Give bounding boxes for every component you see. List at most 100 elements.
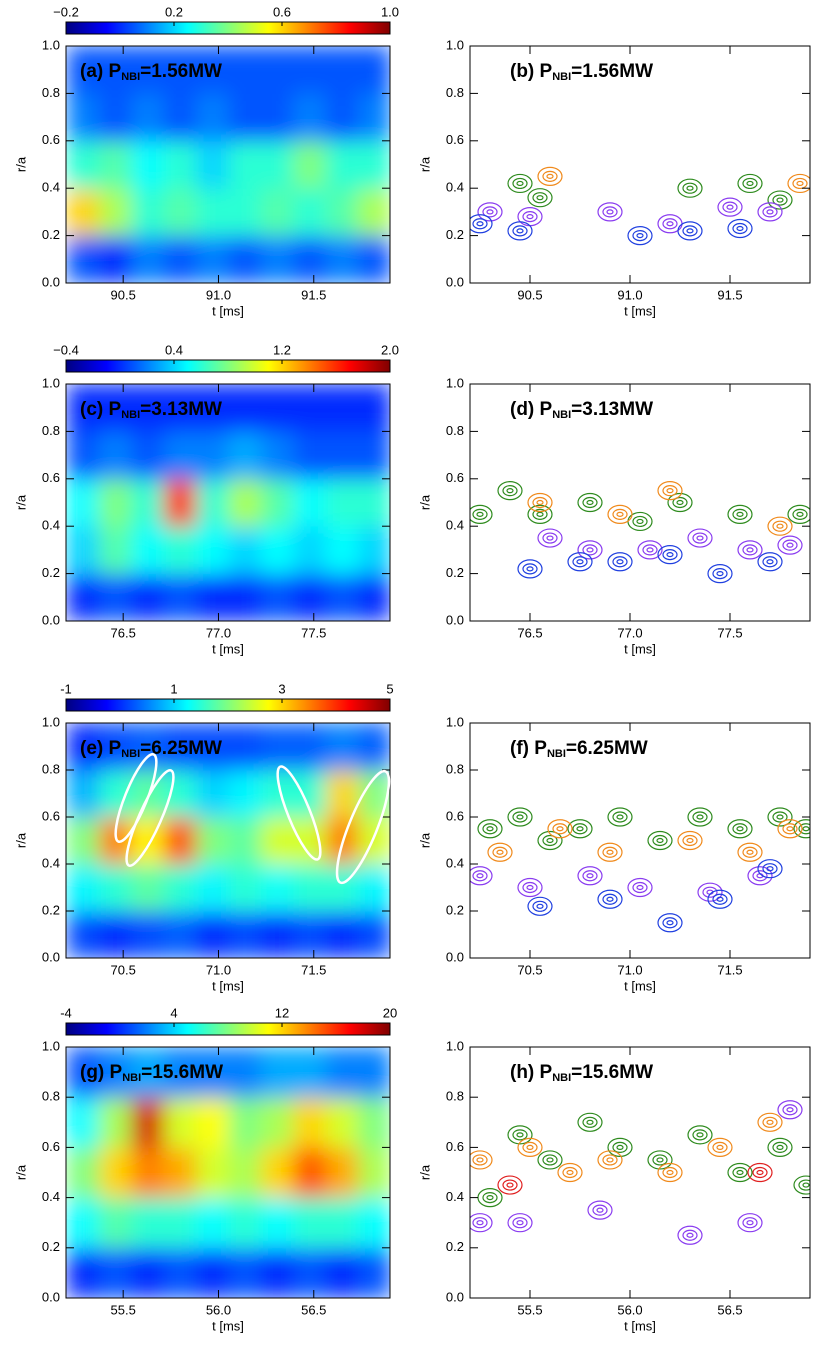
contour-line	[766, 1119, 774, 1125]
heatmap-cell	[228, 430, 262, 480]
contour	[667, 492, 693, 513]
contour	[537, 1150, 563, 1170]
contour-line	[772, 194, 788, 206]
contour-line	[486, 209, 494, 215]
colorbar-tick-label: 2.0	[381, 342, 399, 357]
heatmap-cell	[131, 430, 165, 480]
contour-line	[662, 549, 678, 561]
heatmap-cell	[66, 1096, 100, 1148]
heatmap-cell	[98, 478, 133, 527]
heatmap-cell	[325, 723, 360, 771]
contour	[470, 1213, 493, 1233]
heatmap-cell	[228, 187, 262, 237]
contour-line	[522, 1141, 538, 1154]
x-tick-label: 55.5	[111, 1302, 136, 1317]
heatmap-cell	[358, 187, 390, 237]
contour-line	[507, 807, 533, 827]
heatmap-cell	[163, 769, 198, 818]
heatmap-cell	[66, 1047, 100, 1098]
y-tick-label: 0.2	[446, 1239, 464, 1254]
panel-title-part: (c) P	[80, 399, 122, 420]
contour	[557, 1162, 583, 1183]
heatmap-cell	[293, 1146, 327, 1199]
heatmap-cell	[358, 1197, 390, 1249]
heatmap-cell	[66, 430, 100, 480]
colorbar	[65, 359, 391, 373]
panel-title-part: NBI	[121, 71, 140, 83]
contour-line	[632, 881, 648, 894]
y-tick-label: 0.0	[42, 1289, 60, 1304]
contour-line	[787, 504, 810, 524]
panel-title-part: =1.56MW	[140, 61, 222, 82]
contour-line	[696, 535, 704, 541]
contour-line	[757, 552, 783, 572]
contour-line	[537, 166, 563, 186]
heatmap-cell	[98, 235, 133, 283]
x-tick-label: 77.0	[206, 625, 231, 640]
contour-line	[782, 1104, 798, 1116]
contour	[507, 1125, 533, 1145]
panel-title-part: NBI	[552, 409, 571, 421]
contour-line	[602, 1154, 618, 1166]
heatmap-cell	[163, 1146, 198, 1199]
contour-line	[776, 523, 784, 529]
heatmap-cell	[163, 525, 198, 575]
contour	[793, 819, 810, 839]
contour-line	[542, 834, 558, 847]
colorbar-tick-label: -4	[60, 1005, 72, 1020]
x-tick-label: 77.5	[717, 625, 742, 640]
y-tick-label: 1.0	[42, 1038, 60, 1053]
contour-line	[476, 873, 484, 879]
x-tick-label: 76.5	[517, 625, 542, 640]
contour-line	[627, 877, 653, 898]
contour-line	[536, 499, 544, 506]
panel-title: (a) PNBI=1.56MW	[80, 61, 222, 83]
contour	[767, 190, 793, 210]
y-tick-label: 0.8	[446, 761, 464, 776]
y-tick-label: 1.0	[446, 714, 464, 729]
contour	[507, 807, 533, 827]
contour	[477, 202, 503, 222]
contour-line	[657, 545, 683, 565]
contour-line	[793, 1175, 810, 1195]
contour	[697, 882, 723, 902]
contour-line	[556, 826, 564, 832]
heatmap-cell	[325, 140, 360, 189]
heatmap-cell	[196, 723, 230, 771]
contour-line	[727, 819, 753, 839]
contour	[737, 540, 763, 560]
contour-line	[537, 830, 563, 851]
contour-line	[712, 893, 728, 905]
contour-line	[662, 917, 678, 929]
heatmap-cell	[260, 1146, 295, 1199]
heatmap-cell	[196, 863, 230, 912]
contour-line	[802, 826, 810, 832]
contour-line	[632, 515, 648, 528]
x-tick-label: 71.5	[301, 962, 326, 977]
contour-line	[742, 177, 758, 190]
contour-line	[776, 814, 784, 820]
panel-title-part: NBI	[121, 409, 140, 421]
contour-line	[506, 488, 514, 494]
heatmap-cell	[196, 573, 230, 621]
y-tick-label: 0.2	[42, 227, 60, 242]
panels: −0.2 0.2 0.6 1.0 90.5 91.0 91.5 0.0 0.2 0.4 0.6 0.8…	[13, 4, 811, 1333]
colorbar-tick-label: 1.0	[381, 4, 399, 19]
contour-line	[672, 496, 688, 509]
y-tick-label: 0.0	[446, 274, 464, 289]
contour	[567, 552, 593, 572]
heatmap-cell	[196, 46, 230, 94]
contour-line	[737, 842, 763, 862]
panel-title-part: NBI	[547, 748, 566, 760]
contour-line	[736, 1169, 744, 1176]
y-axis-label: r/a	[13, 1164, 28, 1180]
x-axis-label: t [ms]	[212, 978, 244, 993]
contour-line	[517, 1137, 543, 1158]
contour	[577, 540, 603, 560]
heatmap-cell	[66, 863, 100, 912]
contour-line	[757, 859, 783, 879]
heatmap-cell	[163, 46, 198, 94]
heatmap-cell	[325, 46, 360, 94]
colorbar-tick-label: -1	[60, 681, 72, 696]
contour-line	[767, 516, 793, 536]
